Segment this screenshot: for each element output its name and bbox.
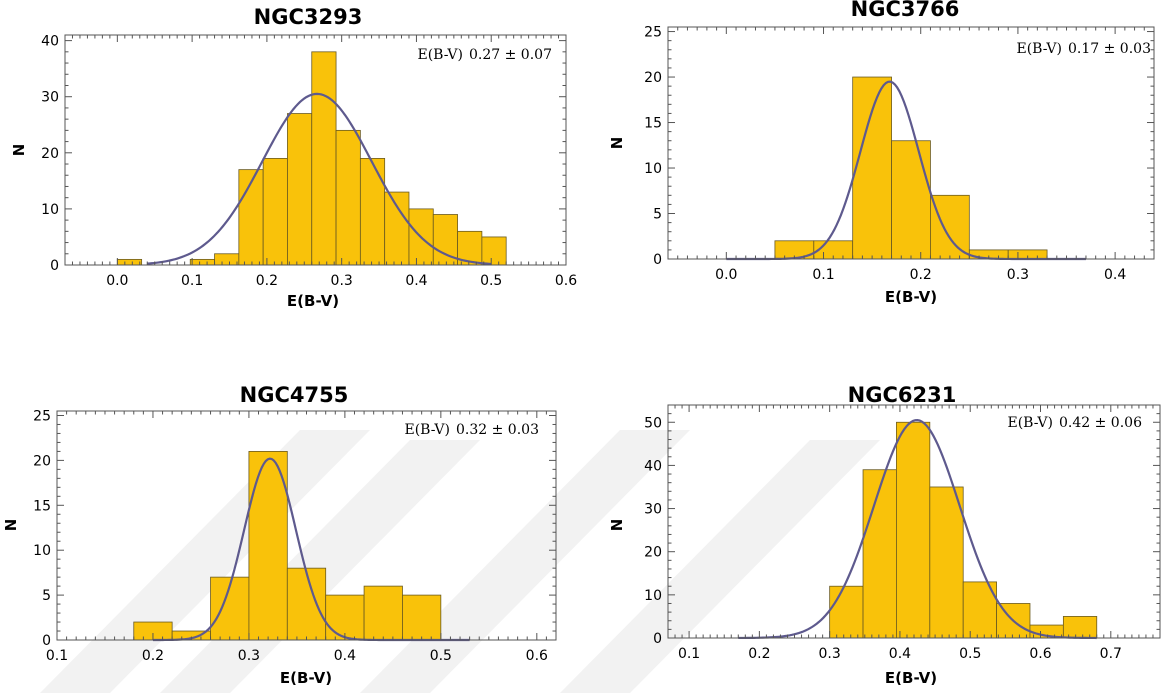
annotation-value: 0.17 ± 0.03 bbox=[1068, 41, 1151, 57]
x-tick-label: 0.6 bbox=[526, 648, 548, 664]
histogram-bar bbox=[896, 421, 931, 639]
y-tick-label: 20 bbox=[33, 453, 51, 469]
x-tick-label: 0.5 bbox=[959, 646, 981, 662]
chart-title: NGC6231 bbox=[848, 383, 957, 407]
y-tick-label: 20 bbox=[644, 545, 662, 561]
x-tick-label: 0.3 bbox=[819, 646, 841, 662]
histogram-bar bbox=[335, 129, 361, 266]
chart-title: NGC3766 bbox=[851, 0, 960, 21]
y-tick-label: 15 bbox=[644, 116, 662, 132]
histogram-bar bbox=[402, 594, 442, 641]
histogram-bar bbox=[359, 158, 386, 266]
y-tick-label: 25 bbox=[644, 25, 662, 41]
chart-panel-ngc3766: NGC3766 0.0 0.1 0.2 0.3 0.4 0 5 10 15 20 25 E(B-V)… bbox=[608, 0, 1155, 306]
y-tick-label: 40 bbox=[644, 458, 662, 474]
chart-panel-ngc6231: NGC6231 0.1 0.2 0.3 0.4 0.5 0.6 0.7 0 10 20 30 40 50… bbox=[608, 383, 1161, 687]
histogram-bar bbox=[287, 113, 313, 266]
y-axis-label: N bbox=[2, 519, 20, 532]
annotation-label: E(B-V) bbox=[1016, 41, 1062, 57]
annotation-value: 0.32 ± 0.03 bbox=[456, 422, 539, 438]
histogram-bar bbox=[262, 158, 288, 266]
histogram-bar bbox=[384, 191, 410, 266]
chart-panel-ngc4755: NGC4755 0.1 0.2 0.3 0.4 0.5 0.6 0 5 10 15 20 25 E(B… bbox=[2, 383, 557, 687]
x-tick-label: 0.4 bbox=[889, 646, 911, 662]
y-tick-label: 30 bbox=[41, 90, 59, 106]
annotation-label: E(B-V) bbox=[1007, 415, 1053, 431]
histogram-bar bbox=[311, 51, 337, 266]
chart-title: NGC3293 bbox=[254, 5, 363, 29]
x-axis-label: E(B-V) bbox=[885, 288, 937, 306]
histogram-bar bbox=[930, 194, 970, 260]
x-tick-label: 0.2 bbox=[256, 273, 278, 289]
x-tick-label: 0.2 bbox=[748, 646, 770, 662]
chart-title: NGC4755 bbox=[240, 383, 349, 407]
gaussian-fit-curve bbox=[147, 92, 492, 266]
y-tick-label: 5 bbox=[653, 207, 662, 223]
x-tick-label: 0.1 bbox=[678, 646, 700, 662]
x-tick-label: 0.6 bbox=[1029, 646, 1051, 662]
y-tick-label: 20 bbox=[644, 70, 662, 86]
y-tick-label: 30 bbox=[644, 502, 662, 518]
histogram-bar bbox=[929, 486, 964, 639]
histogram-bar bbox=[852, 76, 892, 260]
x-tick-label: 0.1 bbox=[181, 273, 203, 289]
x-tick-label: 0.1 bbox=[46, 648, 68, 664]
y-tick-label: 25 bbox=[33, 408, 51, 424]
annotation-value: 0.27 ± 0.07 bbox=[469, 47, 552, 63]
gaussian-fit-curve bbox=[738, 419, 1097, 640]
histogram-bar bbox=[248, 451, 288, 641]
x-tick-label: 0.0 bbox=[715, 267, 737, 283]
y-tick-label: 40 bbox=[41, 34, 59, 50]
x-tick-label: 0.2 bbox=[910, 267, 932, 283]
x-axis-label: E(B-V) bbox=[287, 292, 339, 310]
histogram-bar bbox=[325, 594, 365, 641]
annotation-label: E(B-V) bbox=[404, 422, 450, 438]
y-tick-label: 10 bbox=[33, 543, 51, 559]
y-axis-label: N bbox=[608, 137, 626, 150]
x-tick-label: 0.3 bbox=[238, 648, 260, 664]
plot-frame bbox=[64, 34, 567, 266]
histogram-bar bbox=[238, 169, 264, 266]
x-tick-label: 0.5 bbox=[480, 273, 502, 289]
y-tick-label: 10 bbox=[644, 161, 662, 177]
y-tick-label: 50 bbox=[644, 415, 662, 431]
histogram-bar bbox=[286, 567, 327, 641]
y-tick-label: 10 bbox=[644, 588, 662, 604]
histogram-bar bbox=[116, 258, 143, 266]
x-tick-label: 0.0 bbox=[106, 273, 128, 289]
x-tick-label: 0.4 bbox=[334, 648, 356, 664]
histogram-bar bbox=[829, 585, 864, 639]
annotation-label: E(B-V) bbox=[417, 47, 463, 63]
x-tick-label: 0.5 bbox=[430, 648, 452, 664]
y-tick-label: 20 bbox=[41, 146, 59, 162]
histogram-bar bbox=[214, 253, 240, 266]
x-axis-label: E(B-V) bbox=[280, 669, 332, 687]
x-tick-label: 0.3 bbox=[1007, 267, 1029, 283]
x-tick-label: 0.2 bbox=[142, 648, 164, 664]
x-tick-label: 0.7 bbox=[1100, 646, 1122, 662]
x-tick-label: 0.4 bbox=[405, 273, 427, 289]
histogram-bar bbox=[189, 258, 215, 266]
x-tick-label: 0.1 bbox=[812, 267, 834, 283]
y-tick-label: 0 bbox=[42, 633, 51, 649]
y-tick-label: 10 bbox=[41, 202, 59, 218]
chart-panel-ngc3293: NGC3293 0.0 0.1 0.2 0.3 0.4 0.5 0.6 0 10 20 30 40 E… bbox=[10, 5, 577, 310]
x-axis-label: E(B-V) bbox=[885, 669, 937, 687]
histogram-bar bbox=[363, 585, 403, 641]
x-tick-label: 0.6 bbox=[555, 273, 577, 289]
y-tick-label: 15 bbox=[33, 498, 51, 514]
x-tick-label: 0.3 bbox=[331, 273, 353, 289]
x-tick-label: 0.4 bbox=[1104, 267, 1126, 283]
y-tick-label: 5 bbox=[42, 588, 51, 604]
y-tick-label: 0 bbox=[653, 252, 662, 268]
y-tick-label: 0 bbox=[50, 258, 59, 274]
histogram-bar bbox=[481, 236, 507, 266]
annotation-value: 0.42 ± 0.06 bbox=[1059, 415, 1142, 431]
histogram-bar bbox=[862, 469, 897, 639]
histogram-bar bbox=[891, 140, 931, 260]
y-axis-label: N bbox=[10, 144, 28, 157]
y-axis-label: N bbox=[608, 519, 626, 532]
y-tick-label: 0 bbox=[653, 631, 662, 647]
